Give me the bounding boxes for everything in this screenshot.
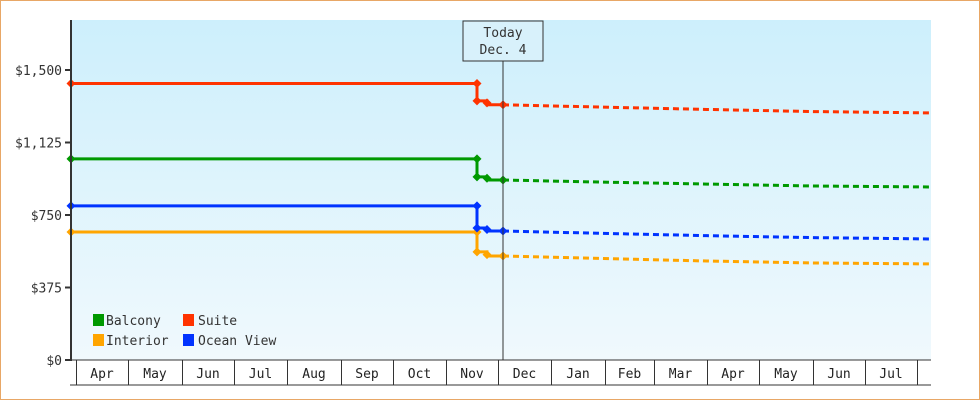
x-tick-label: Aug (302, 367, 325, 382)
x-tick-label: Jul (879, 367, 902, 382)
forecast-line (502, 103, 932, 115)
x-tick-label: Nov (460, 367, 484, 382)
forecast-line (502, 254, 932, 266)
y-tick-label: $0 (46, 354, 62, 369)
x-tick-label: Feb (618, 367, 642, 382)
data-point-marker (472, 201, 482, 211)
data-point-marker (472, 154, 482, 164)
legend-item-ocean-view: Ocean View (183, 334, 276, 349)
data-point-marker (482, 98, 492, 108)
x-tick-label: Sep (355, 367, 379, 382)
x-tick-label: Jul (249, 367, 272, 382)
forecast-line (502, 229, 932, 241)
x-tick-label: Apr (90, 367, 114, 382)
data-point-marker (472, 247, 482, 257)
legend-swatch-ocean-view (183, 334, 194, 346)
plot-area (71, 20, 931, 360)
legend-label-interior: Interior (106, 334, 169, 349)
legend-swatch-suite (183, 314, 194, 326)
today-marker: Today Dec. 4 (462, 20, 544, 360)
series-balcony (66, 154, 932, 189)
legend: Balcony Suite Interior Ocean View (93, 314, 276, 349)
legend-swatch-interior (93, 334, 104, 346)
legend-swatch-balcony (93, 314, 104, 326)
data-point-marker (472, 79, 482, 89)
data-point-marker (472, 172, 482, 182)
y-axis: $0 $375 $750 $1,125 $1,500 (15, 20, 72, 369)
data-point-marker (472, 223, 482, 233)
y-tick-label: $750 (31, 209, 62, 224)
forecast-line (502, 178, 932, 189)
x-tick-label: May (143, 367, 167, 382)
today-label-box (462, 20, 544, 62)
x-tick-label: Mar (669, 367, 693, 382)
data-point-marker (482, 250, 492, 260)
x-tick-label: Dec (513, 367, 536, 382)
data-point-marker (482, 225, 492, 234)
legend-item-interior: Interior (93, 334, 169, 349)
x-axis: Apr May Jun Jul Aug Sep Oct Nov Dec Jan Feb Mar Apr M… (70, 359, 931, 386)
y-tick-label: $1,500 (15, 64, 62, 79)
x-tick-label: Jun (827, 367, 850, 382)
legend-label-balcony: Balcony (106, 314, 161, 329)
legend-item-balcony: Balcony (93, 314, 161, 329)
today-label-line2: Dec. 4 (480, 43, 527, 58)
legend-item-suite: Suite (183, 314, 237, 329)
y-tick-label: $375 (31, 282, 62, 297)
legend-label-suite: Suite (198, 314, 237, 329)
y-tick-label: $1,125 (15, 137, 62, 152)
x-tick-label: Jun (196, 367, 219, 382)
x-tick-label: Apr (721, 367, 745, 382)
data-point-marker (472, 96, 482, 106)
legend-label-ocean-view: Ocean View (198, 334, 276, 349)
x-tick-label: Jan (566, 367, 589, 382)
series-layer (66, 79, 932, 266)
data-point-marker (482, 173, 492, 183)
x-tick-label: Oct (408, 367, 431, 382)
x-tick-label: May (774, 367, 798, 382)
today-label-line1: Today (483, 26, 522, 41)
